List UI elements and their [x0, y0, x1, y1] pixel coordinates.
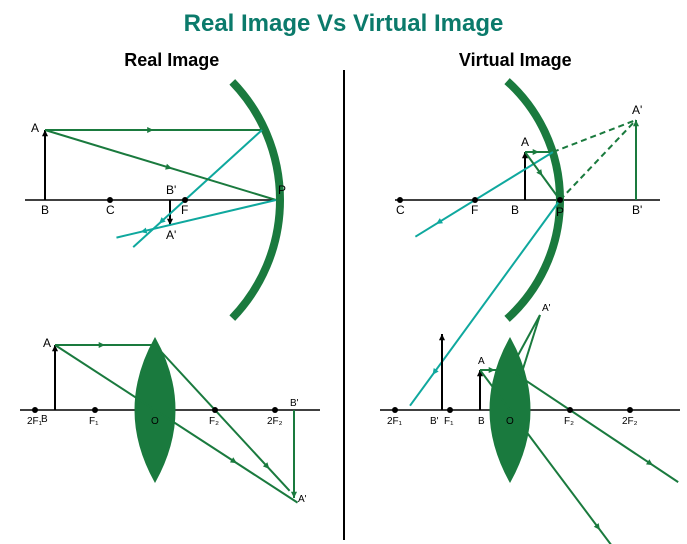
svg-text:O: O [151, 416, 159, 427]
svg-text:C: C [106, 203, 115, 217]
svg-text:F₂: F₂ [209, 416, 219, 427]
svg-text:B: B [511, 203, 519, 217]
svg-text:A': A' [298, 494, 307, 505]
svg-text:A: A [31, 121, 39, 135]
svg-text:F₂: F₂ [564, 416, 574, 427]
svg-text:B': B' [632, 203, 642, 217]
svg-text:P: P [278, 183, 286, 197]
svg-text:2F₂: 2F₂ [267, 416, 283, 427]
svg-text:A: A [521, 135, 529, 149]
diagram-canvas: ABCFPB'A'CFPABA'B'AB2F₁F₁F₂2F₂B'A'OA'2F₁… [0, 0, 687, 544]
svg-text:F₁: F₁ [89, 416, 99, 427]
svg-text:A': A' [632, 103, 642, 117]
svg-text:A: A [43, 336, 51, 350]
svg-text:O: O [506, 416, 514, 427]
svg-text:B: B [478, 416, 485, 427]
svg-text:A: A [478, 356, 485, 367]
svg-text:F₁: F₁ [444, 416, 454, 427]
svg-text:F: F [471, 203, 478, 217]
svg-text:B': B' [166, 183, 176, 197]
svg-text:B: B [41, 203, 49, 217]
svg-text:2F₁: 2F₁ [387, 416, 403, 427]
svg-text:B': B' [430, 416, 439, 427]
svg-text:P: P [556, 205, 564, 219]
svg-text:A': A' [542, 303, 551, 314]
svg-text:B: B [41, 414, 48, 425]
svg-text:2F₁: 2F₁ [27, 416, 43, 427]
svg-text:C: C [396, 203, 405, 217]
svg-text:B': B' [290, 398, 299, 409]
svg-text:2F₂: 2F₂ [622, 416, 638, 427]
svg-text:F: F [181, 203, 188, 217]
svg-text:A': A' [166, 228, 176, 242]
